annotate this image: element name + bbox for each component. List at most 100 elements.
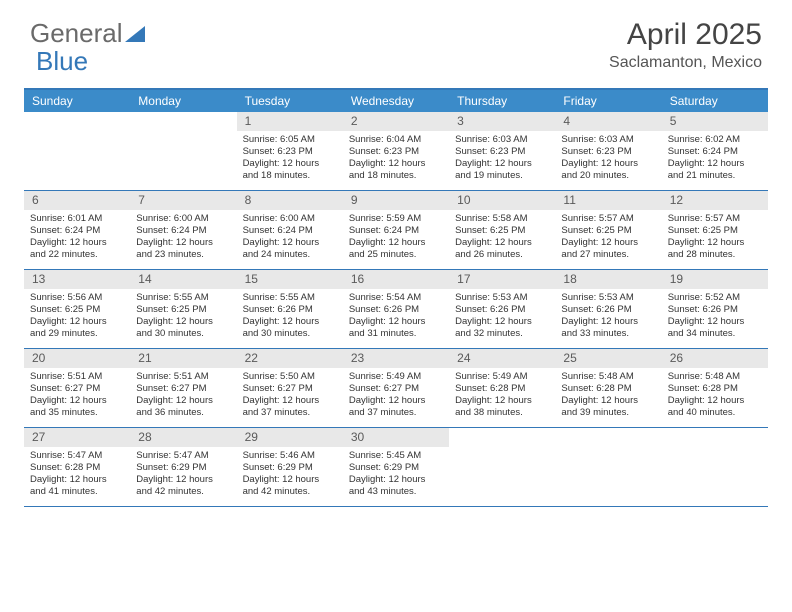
sunrise-text: Sunrise: 5:49 AM [455, 371, 549, 383]
day-number: 29 [237, 428, 343, 447]
day-number: 15 [237, 270, 343, 289]
daylight-text: Daylight: 12 hours and 25 minutes. [349, 237, 443, 261]
day-cell: 13Sunrise: 5:56 AMSunset: 6:25 PMDayligh… [24, 270, 130, 348]
day-cell: 26Sunrise: 5:48 AMSunset: 6:28 PMDayligh… [662, 349, 768, 427]
day-cell: 4Sunrise: 6:03 AMSunset: 6:23 PMDaylight… [555, 112, 661, 190]
sunset-text: Sunset: 6:23 PM [349, 146, 443, 158]
sunrise-text: Sunrise: 6:00 AM [136, 213, 230, 225]
week-row: 13Sunrise: 5:56 AMSunset: 6:25 PMDayligh… [24, 270, 768, 349]
day-header: Tuesday [237, 90, 343, 112]
day-header: Wednesday [343, 90, 449, 112]
day-info: Sunrise: 5:56 AMSunset: 6:25 PMDaylight:… [24, 289, 130, 344]
day-cell: 1Sunrise: 6:05 AMSunset: 6:23 PMDaylight… [237, 112, 343, 190]
sunset-text: Sunset: 6:25 PM [136, 304, 230, 316]
day-number: 28 [130, 428, 236, 447]
sunset-text: Sunset: 6:24 PM [349, 225, 443, 237]
day-number: 4 [555, 112, 661, 131]
daylight-text: Daylight: 12 hours and 37 minutes. [349, 395, 443, 419]
sunrise-text: Sunrise: 5:50 AM [243, 371, 337, 383]
sunrise-text: Sunrise: 6:02 AM [668, 134, 762, 146]
sunset-text: Sunset: 6:24 PM [243, 225, 337, 237]
sunrise-text: Sunrise: 5:59 AM [349, 213, 443, 225]
logo-text-2: Blue [36, 46, 88, 77]
day-cell: 29Sunrise: 5:46 AMSunset: 6:29 PMDayligh… [237, 428, 343, 506]
daylight-text: Daylight: 12 hours and 42 minutes. [243, 474, 337, 498]
day-number: 5 [662, 112, 768, 131]
sunrise-text: Sunrise: 6:05 AM [243, 134, 337, 146]
sunset-text: Sunset: 6:24 PM [136, 225, 230, 237]
sunrise-text: Sunrise: 5:46 AM [243, 450, 337, 462]
daylight-text: Daylight: 12 hours and 36 minutes. [136, 395, 230, 419]
day-cell [24, 112, 130, 190]
day-number: 23 [343, 349, 449, 368]
title-block: April 2025 Saclamanton, Mexico [609, 18, 762, 72]
day-info: Sunrise: 5:59 AMSunset: 6:24 PMDaylight:… [343, 210, 449, 265]
day-info: Sunrise: 6:03 AMSunset: 6:23 PMDaylight:… [449, 131, 555, 186]
day-info: Sunrise: 6:05 AMSunset: 6:23 PMDaylight:… [237, 131, 343, 186]
daylight-text: Daylight: 12 hours and 33 minutes. [561, 316, 655, 340]
day-info: Sunrise: 6:02 AMSunset: 6:24 PMDaylight:… [662, 131, 768, 186]
sunrise-text: Sunrise: 5:48 AM [561, 371, 655, 383]
daylight-text: Daylight: 12 hours and 18 minutes. [349, 158, 443, 182]
logo: General [30, 18, 145, 49]
day-cell: 22Sunrise: 5:50 AMSunset: 6:27 PMDayligh… [237, 349, 343, 427]
day-cell: 12Sunrise: 5:57 AMSunset: 6:25 PMDayligh… [662, 191, 768, 269]
sunrise-text: Sunrise: 5:55 AM [136, 292, 230, 304]
daylight-text: Daylight: 12 hours and 31 minutes. [349, 316, 443, 340]
day-cell: 18Sunrise: 5:53 AMSunset: 6:26 PMDayligh… [555, 270, 661, 348]
day-info: Sunrise: 5:49 AMSunset: 6:28 PMDaylight:… [449, 368, 555, 423]
sunset-text: Sunset: 6:24 PM [668, 146, 762, 158]
day-number: 30 [343, 428, 449, 447]
day-info: Sunrise: 6:00 AMSunset: 6:24 PMDaylight:… [130, 210, 236, 265]
sunset-text: Sunset: 6:26 PM [561, 304, 655, 316]
sunrise-text: Sunrise: 5:47 AM [136, 450, 230, 462]
day-number: 1 [237, 112, 343, 131]
daylight-text: Daylight: 12 hours and 27 minutes. [561, 237, 655, 261]
sunrise-text: Sunrise: 5:58 AM [455, 213, 549, 225]
day-number: 8 [237, 191, 343, 210]
day-cell: 2Sunrise: 6:04 AMSunset: 6:23 PMDaylight… [343, 112, 449, 190]
daylight-text: Daylight: 12 hours and 26 minutes. [455, 237, 549, 261]
day-info: Sunrise: 5:46 AMSunset: 6:29 PMDaylight:… [237, 447, 343, 502]
daylight-text: Daylight: 12 hours and 38 minutes. [455, 395, 549, 419]
day-info: Sunrise: 5:52 AMSunset: 6:26 PMDaylight:… [662, 289, 768, 344]
day-number: 7 [130, 191, 236, 210]
day-info: Sunrise: 5:57 AMSunset: 6:25 PMDaylight:… [662, 210, 768, 265]
day-info: Sunrise: 6:00 AMSunset: 6:24 PMDaylight:… [237, 210, 343, 265]
sunrise-text: Sunrise: 5:49 AM [349, 371, 443, 383]
day-info: Sunrise: 5:49 AMSunset: 6:27 PMDaylight:… [343, 368, 449, 423]
day-cell: 5Sunrise: 6:02 AMSunset: 6:24 PMDaylight… [662, 112, 768, 190]
sunset-text: Sunset: 6:27 PM [243, 383, 337, 395]
daylight-text: Daylight: 12 hours and 32 minutes. [455, 316, 549, 340]
sunrise-text: Sunrise: 6:03 AM [455, 134, 549, 146]
sunset-text: Sunset: 6:29 PM [243, 462, 337, 474]
sunrise-text: Sunrise: 5:57 AM [668, 213, 762, 225]
day-header: Monday [130, 90, 236, 112]
day-cell [449, 428, 555, 506]
day-info: Sunrise: 5:54 AMSunset: 6:26 PMDaylight:… [343, 289, 449, 344]
day-number: 24 [449, 349, 555, 368]
sunset-text: Sunset: 6:25 PM [561, 225, 655, 237]
day-info: Sunrise: 5:48 AMSunset: 6:28 PMDaylight:… [555, 368, 661, 423]
week-row: 1Sunrise: 6:05 AMSunset: 6:23 PMDaylight… [24, 112, 768, 191]
day-cell: 21Sunrise: 5:51 AMSunset: 6:27 PMDayligh… [130, 349, 236, 427]
day-info: Sunrise: 6:03 AMSunset: 6:23 PMDaylight:… [555, 131, 661, 186]
sunset-text: Sunset: 6:25 PM [455, 225, 549, 237]
day-cell: 11Sunrise: 5:57 AMSunset: 6:25 PMDayligh… [555, 191, 661, 269]
day-cell: 19Sunrise: 5:52 AMSunset: 6:26 PMDayligh… [662, 270, 768, 348]
day-cell: 20Sunrise: 5:51 AMSunset: 6:27 PMDayligh… [24, 349, 130, 427]
day-number: 26 [662, 349, 768, 368]
day-cell [555, 428, 661, 506]
day-cell: 28Sunrise: 5:47 AMSunset: 6:29 PMDayligh… [130, 428, 236, 506]
daylight-text: Daylight: 12 hours and 21 minutes. [668, 158, 762, 182]
sunrise-text: Sunrise: 5:45 AM [349, 450, 443, 462]
day-cell [130, 112, 236, 190]
day-header: Sunday [24, 90, 130, 112]
sunset-text: Sunset: 6:29 PM [349, 462, 443, 474]
logo-triangle-icon [125, 26, 145, 42]
sunrise-text: Sunrise: 5:51 AM [30, 371, 124, 383]
day-number: 18 [555, 270, 661, 289]
day-cell: 23Sunrise: 5:49 AMSunset: 6:27 PMDayligh… [343, 349, 449, 427]
day-info: Sunrise: 5:48 AMSunset: 6:28 PMDaylight:… [662, 368, 768, 423]
calendar: Sunday Monday Tuesday Wednesday Thursday… [24, 88, 768, 507]
